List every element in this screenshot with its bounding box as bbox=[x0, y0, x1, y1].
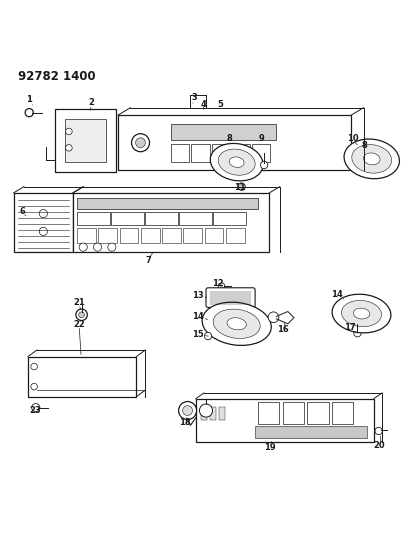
Text: 14: 14 bbox=[331, 290, 343, 299]
Text: 92782 1400: 92782 1400 bbox=[18, 70, 96, 83]
Bar bbox=[141, 228, 159, 243]
Bar bbox=[111, 212, 144, 225]
Text: 16: 16 bbox=[277, 326, 289, 334]
Ellipse shape bbox=[363, 153, 380, 165]
Text: 21: 21 bbox=[73, 298, 85, 307]
Text: 2: 2 bbox=[89, 98, 94, 107]
Bar bbox=[28, 357, 136, 397]
Text: 23: 23 bbox=[29, 406, 41, 415]
Text: 17: 17 bbox=[344, 324, 356, 333]
Circle shape bbox=[178, 401, 197, 419]
Text: 7: 7 bbox=[145, 256, 151, 265]
Ellipse shape bbox=[332, 294, 391, 333]
Bar bbox=[205, 228, 223, 243]
Text: 1: 1 bbox=[26, 95, 32, 104]
Bar bbox=[219, 407, 225, 420]
Bar bbox=[192, 144, 210, 162]
Text: 8: 8 bbox=[362, 141, 368, 150]
Circle shape bbox=[199, 404, 213, 417]
Text: 15: 15 bbox=[192, 329, 204, 338]
Bar bbox=[98, 228, 117, 243]
Ellipse shape bbox=[202, 302, 271, 345]
Bar bbox=[14, 193, 73, 252]
Bar bbox=[283, 402, 304, 424]
Ellipse shape bbox=[344, 139, 399, 179]
Circle shape bbox=[375, 427, 382, 435]
Circle shape bbox=[204, 333, 212, 340]
Circle shape bbox=[39, 227, 47, 236]
Circle shape bbox=[66, 144, 72, 151]
Ellipse shape bbox=[353, 308, 370, 319]
Ellipse shape bbox=[229, 157, 244, 167]
Circle shape bbox=[79, 312, 84, 318]
Ellipse shape bbox=[352, 144, 392, 173]
Ellipse shape bbox=[227, 318, 246, 330]
Text: 4: 4 bbox=[201, 100, 206, 109]
Text: 5: 5 bbox=[218, 100, 223, 109]
Bar bbox=[252, 144, 270, 162]
Circle shape bbox=[66, 128, 72, 135]
Bar bbox=[307, 402, 329, 424]
Bar bbox=[255, 426, 367, 438]
Bar bbox=[201, 407, 207, 420]
Text: 19: 19 bbox=[264, 443, 275, 452]
Circle shape bbox=[131, 134, 150, 152]
Circle shape bbox=[260, 161, 268, 169]
Bar bbox=[118, 115, 351, 171]
Bar bbox=[73, 193, 269, 252]
Bar bbox=[145, 212, 178, 225]
Circle shape bbox=[268, 312, 279, 322]
Bar bbox=[258, 402, 279, 424]
Circle shape bbox=[79, 243, 87, 251]
Bar bbox=[119, 228, 138, 243]
Bar bbox=[232, 144, 250, 162]
Text: 6: 6 bbox=[20, 207, 26, 216]
Text: 8: 8 bbox=[227, 134, 233, 143]
Ellipse shape bbox=[218, 149, 255, 175]
Circle shape bbox=[31, 364, 37, 370]
Bar bbox=[54, 109, 116, 172]
Circle shape bbox=[94, 243, 102, 251]
Text: 18: 18 bbox=[179, 417, 190, 426]
Text: 9: 9 bbox=[259, 134, 265, 143]
Circle shape bbox=[76, 309, 87, 320]
Text: 3: 3 bbox=[192, 93, 197, 102]
Bar bbox=[332, 402, 353, 424]
Circle shape bbox=[183, 406, 192, 415]
Bar bbox=[179, 212, 212, 225]
Circle shape bbox=[32, 403, 40, 412]
Bar bbox=[210, 407, 216, 420]
Ellipse shape bbox=[213, 309, 260, 338]
Bar bbox=[213, 212, 246, 225]
Circle shape bbox=[238, 183, 245, 190]
Circle shape bbox=[108, 243, 116, 251]
Bar bbox=[226, 228, 245, 243]
Bar bbox=[65, 119, 106, 162]
Bar bbox=[196, 399, 374, 442]
Bar bbox=[171, 144, 190, 162]
Text: 10: 10 bbox=[347, 134, 359, 143]
Ellipse shape bbox=[342, 301, 382, 327]
Bar bbox=[183, 228, 202, 243]
Bar bbox=[77, 212, 110, 225]
Circle shape bbox=[354, 329, 361, 337]
Circle shape bbox=[39, 209, 47, 217]
Bar bbox=[77, 198, 258, 209]
Circle shape bbox=[136, 138, 145, 148]
Bar bbox=[77, 228, 96, 243]
Circle shape bbox=[218, 283, 225, 289]
Text: 12: 12 bbox=[212, 279, 223, 288]
Text: 20: 20 bbox=[374, 441, 385, 450]
Bar bbox=[171, 125, 276, 140]
Ellipse shape bbox=[210, 143, 263, 181]
Circle shape bbox=[25, 109, 33, 117]
Circle shape bbox=[31, 383, 37, 390]
Text: 22: 22 bbox=[73, 320, 85, 329]
Bar bbox=[162, 228, 181, 243]
Text: 13: 13 bbox=[192, 290, 204, 300]
Text: 14: 14 bbox=[192, 312, 204, 321]
Bar bbox=[212, 144, 230, 162]
Text: 11: 11 bbox=[234, 183, 246, 192]
FancyBboxPatch shape bbox=[206, 288, 255, 308]
